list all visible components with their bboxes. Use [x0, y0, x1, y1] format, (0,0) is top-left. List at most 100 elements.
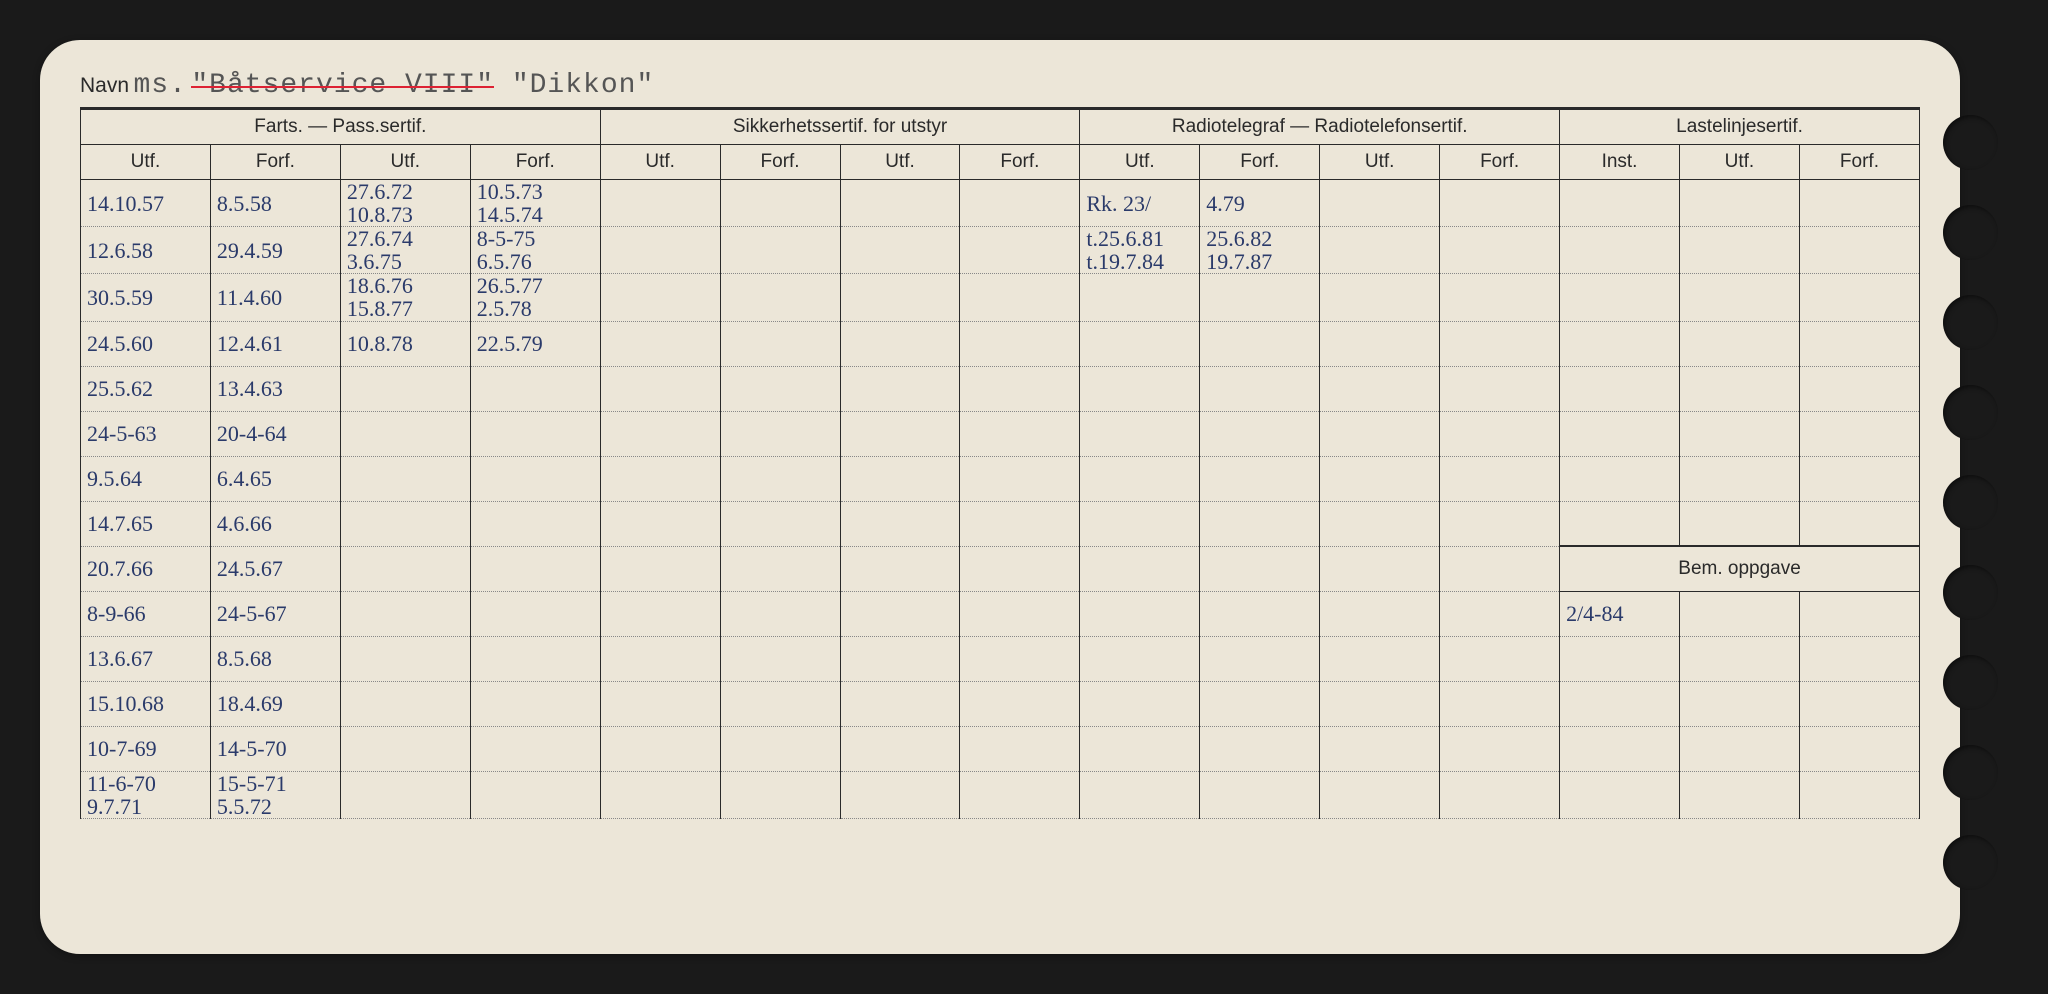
group-laste: Lastelinjesertif. [1560, 110, 1920, 145]
cell [1200, 771, 1320, 818]
index-card: Navn ms. "Båtservice VIII" "Dikkon" Fart… [40, 40, 1960, 954]
cell: 10-7-69 [81, 726, 211, 771]
cell [1679, 456, 1799, 501]
cell [600, 180, 720, 227]
cell [720, 591, 840, 636]
cell [600, 546, 720, 591]
cell [340, 771, 470, 818]
table-row: 20.7.6624.5.67Bem. oppgave [81, 546, 1920, 591]
cell [1080, 501, 1200, 546]
sub-forf: Forf. [470, 145, 600, 180]
sub-utf: Utf. [840, 145, 960, 180]
table-row: 30.5.5911.4.6018.6.76 15.8.7726.5.77 2.5… [81, 274, 1920, 321]
cell: 8-9-66 [81, 591, 211, 636]
cell [600, 636, 720, 681]
cell [1320, 274, 1440, 321]
cell [340, 456, 470, 501]
punch-hole [1943, 565, 1998, 620]
cell [840, 636, 960, 681]
cell [720, 636, 840, 681]
cell [840, 411, 960, 456]
cell [1320, 591, 1440, 636]
cell: 14.7.65 [81, 501, 211, 546]
punch-hole [1943, 835, 1998, 890]
cell [840, 591, 960, 636]
cell [1679, 681, 1799, 726]
cell [340, 546, 470, 591]
cell [1679, 636, 1799, 681]
cell [1440, 321, 1560, 366]
cell [1440, 227, 1560, 274]
cell: 26.5.77 2.5.78 [470, 274, 600, 321]
cell [1560, 366, 1680, 411]
sub-forf: Forf. [1799, 145, 1919, 180]
cell [720, 546, 840, 591]
bem-oppgave-header: Bem. oppgave [1560, 546, 1920, 591]
cell [1200, 274, 1320, 321]
cell [470, 591, 600, 636]
cell: 25.6.82 19.7.87 [1200, 227, 1320, 274]
cell [1679, 366, 1799, 411]
cell [600, 274, 720, 321]
cell [960, 681, 1080, 726]
cell [1200, 501, 1320, 546]
punch-hole [1943, 205, 1998, 260]
cell [720, 180, 840, 227]
cell [720, 456, 840, 501]
cell [1679, 227, 1799, 274]
cell [600, 726, 720, 771]
cell [1679, 321, 1799, 366]
cell [600, 227, 720, 274]
cell [1080, 366, 1200, 411]
cell: 18.6.76 15.8.77 [340, 274, 470, 321]
cell [1320, 180, 1440, 227]
cell [1679, 591, 1799, 636]
cell: 20-4-64 [210, 411, 340, 456]
table-row: 14.7.654.6.66 [81, 501, 1920, 546]
cell: 24-5-67 [210, 591, 340, 636]
certificate-table: Farts. — Pass.sertif. Sikkerhetssertif. … [80, 109, 1920, 819]
sub-utf: Utf. [600, 145, 720, 180]
cell [470, 546, 600, 591]
cell [1799, 180, 1919, 227]
sub-forf: Forf. [210, 145, 340, 180]
group-sikkerhet: Sikkerhetssertif. for utstyr [600, 110, 1080, 145]
cell [1440, 411, 1560, 456]
cell: 12.4.61 [210, 321, 340, 366]
cell [1080, 274, 1200, 321]
cell [1560, 274, 1680, 321]
sub-utf: Utf. [1320, 145, 1440, 180]
cell: 25.5.62 [81, 366, 211, 411]
cell [960, 771, 1080, 818]
cell [1080, 591, 1200, 636]
cell [600, 591, 720, 636]
cell [840, 546, 960, 591]
cell: t.25.6.81 t.19.7.84 [1080, 227, 1200, 274]
sub-header-row: Utf. Forf. Utf. Forf. Utf. Forf. Utf. Fo… [81, 145, 1920, 180]
table-row: 9.5.646.4.65 [81, 456, 1920, 501]
cell [1679, 771, 1799, 818]
cell [1799, 726, 1919, 771]
cell [720, 227, 840, 274]
cell [1679, 274, 1799, 321]
cell [340, 681, 470, 726]
cell [1799, 411, 1919, 456]
cell [1200, 681, 1320, 726]
cell: 10.8.78 [340, 321, 470, 366]
cell [1080, 321, 1200, 366]
cell [470, 726, 600, 771]
cell [1200, 411, 1320, 456]
cell: 30.5.59 [81, 274, 211, 321]
cell [1200, 636, 1320, 681]
cell: 13.6.67 [81, 636, 211, 681]
cell [1080, 726, 1200, 771]
table-row: 10-7-6914-5-70 [81, 726, 1920, 771]
cell [1560, 636, 1680, 681]
cell [720, 726, 840, 771]
card-wrapper: Navn ms. "Båtservice VIII" "Dikkon" Fart… [20, 20, 2028, 974]
cell [340, 591, 470, 636]
cell: 8.5.58 [210, 180, 340, 227]
cell [840, 456, 960, 501]
cell [1560, 501, 1680, 546]
cell: 27.6.74 3.6.75 [340, 227, 470, 274]
